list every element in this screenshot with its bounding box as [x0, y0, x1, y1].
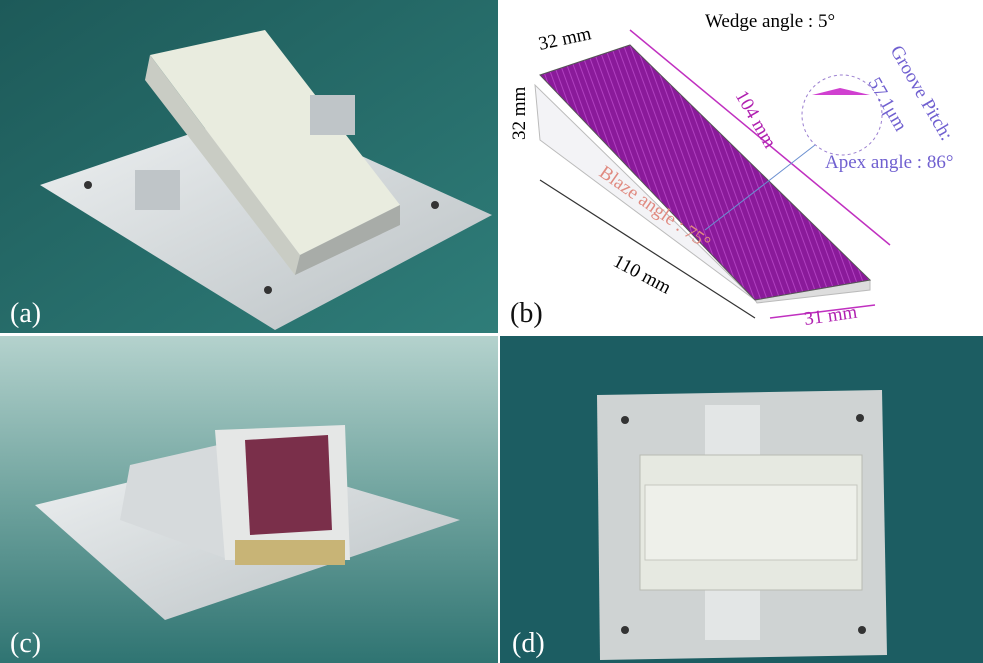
clamp — [705, 405, 760, 460]
panel-label: (b) — [510, 298, 543, 329]
panel-c: (c) — [0, 336, 498, 663]
hole — [84, 181, 92, 189]
annotation: Wedge angle : 5° — [705, 11, 835, 32]
annotation: Apex angle : 86° — [825, 152, 953, 173]
hole — [856, 414, 864, 422]
hole — [621, 626, 629, 634]
grating-face — [245, 435, 332, 535]
clamp — [705, 590, 760, 640]
panel-label: (d) — [512, 628, 545, 659]
annotation: 32 mm — [509, 86, 530, 140]
hole — [858, 626, 866, 634]
hole — [264, 286, 272, 294]
grating-base — [235, 540, 345, 565]
panel-d: (d) — [500, 336, 983, 663]
figure: (a) 32 mm Wedge angle : 5° 32 mm 104 mm … — [0, 0, 983, 663]
panel-label: (a) — [10, 298, 41, 329]
hole — [431, 201, 439, 209]
grating-back — [645, 485, 857, 560]
panel-a: (a) — [0, 0, 498, 333]
clamp — [135, 170, 180, 210]
hole — [621, 416, 629, 424]
clamp — [310, 95, 355, 135]
panel-label: (c) — [10, 628, 41, 659]
panel-b: 32 mm Wedge angle : 5° 32 mm 104 mm Groo… — [500, 0, 983, 333]
